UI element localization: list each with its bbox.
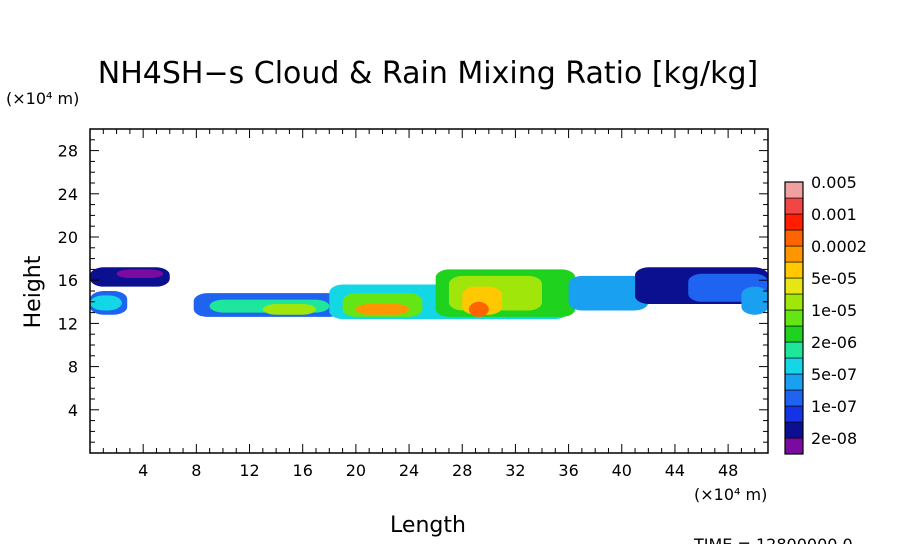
- y-axis-label: Height: [21, 255, 46, 328]
- x-tick-label: 48: [718, 461, 738, 480]
- colorbar-swatch: [784, 389, 804, 407]
- colorbar-swatch: [784, 341, 804, 359]
- chart-title: NH4SH−s Cloud & Rain Mixing Ratio [kg/kg…: [98, 56, 758, 91]
- x-tick-label: 24: [399, 461, 419, 480]
- colorbar-swatch: [784, 197, 804, 215]
- contour-region: [116, 269, 164, 279]
- colorbar-swatch: [784, 181, 804, 199]
- colorbar-swatch: [784, 213, 804, 231]
- colorbar-swatch: [784, 325, 804, 343]
- y-tick-label: 8: [68, 358, 78, 377]
- colorbar-label: 1e-07: [811, 397, 857, 416]
- y-unit-label: (×10⁴ m): [6, 89, 79, 108]
- x-axis-label: Length: [390, 513, 466, 538]
- colorbar-swatch: [784, 309, 804, 327]
- colorbar-swatch: [784, 357, 804, 375]
- x-tick-label: 12: [239, 461, 259, 480]
- x-tick-label: 40: [612, 461, 632, 480]
- colorbar-swatch: [784, 373, 804, 391]
- colorbar-label: 2e-06: [811, 333, 857, 352]
- colorbar-swatch: [784, 277, 804, 295]
- x-tick-label: 36: [558, 461, 578, 480]
- colorbar-swatch: [784, 437, 804, 455]
- x-tick-label: 16: [293, 461, 313, 480]
- contour-region: [262, 303, 316, 315]
- colorbar-swatch: [784, 405, 804, 423]
- x-tick-label: 28: [452, 461, 472, 480]
- colorbar-label: 5e-05: [811, 269, 857, 288]
- colorbar-swatch: [784, 293, 804, 311]
- colorbar-frame: [784, 181, 804, 455]
- colorbar-swatch: [784, 261, 804, 279]
- colorbar-label: 0.001: [811, 205, 857, 224]
- footer-time: TIME = 12800000.0: [693, 535, 853, 544]
- colorbar-swatch: [784, 245, 804, 263]
- x-tick-label: 44: [665, 461, 685, 480]
- contour-region: [741, 286, 768, 315]
- y-tick-label: 20: [58, 228, 78, 247]
- contour-region: [568, 275, 649, 311]
- contour-region: [468, 301, 489, 317]
- x-tick-label: 32: [505, 461, 525, 480]
- contour-regions: [90, 267, 768, 320]
- x-tick-label: 4: [138, 461, 148, 480]
- colorbar-label: 1e-05: [811, 301, 857, 320]
- x-unit-label: (×10⁴ m): [694, 485, 767, 504]
- contour-region: [355, 303, 410, 315]
- colorbar: 2e-08 1e-07 5e-07 2e-06 1e-05 5e-05 0.0002 0.00…: [784, 173, 867, 455]
- y-tick-label: 12: [58, 314, 78, 333]
- x-tick-label: 8: [191, 461, 201, 480]
- colorbar-label: 0.005: [811, 173, 857, 192]
- colorbar-swatch: [784, 421, 804, 439]
- x-tick-label: 20: [346, 461, 366, 480]
- colorbar-label: 0.0002: [811, 237, 867, 256]
- colorbar-swatch: [784, 229, 804, 247]
- contour-region: [90, 295, 122, 311]
- y-tick-label: 4: [68, 401, 78, 420]
- colorbar-label: 5e-07: [811, 365, 857, 384]
- y-tick-label: 24: [58, 185, 78, 204]
- colorbar-label: 2e-08: [811, 429, 857, 448]
- y-tick-label: 16: [58, 271, 78, 290]
- y-tick-label: 28: [58, 142, 78, 161]
